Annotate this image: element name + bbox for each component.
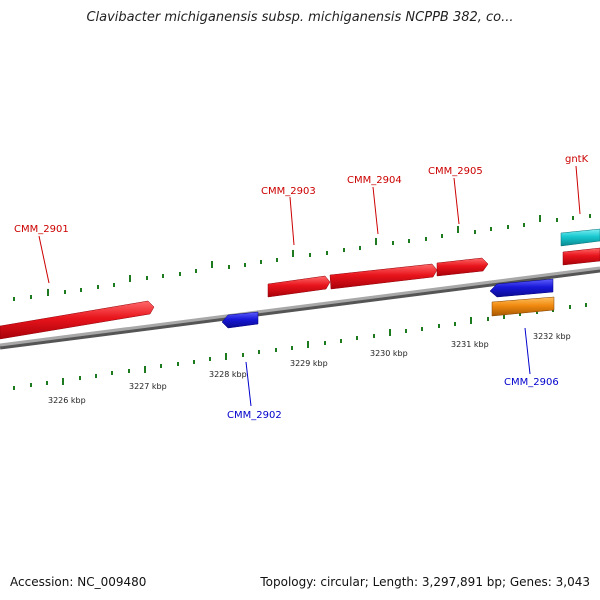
gene-feature-cmm2905[interactable] xyxy=(436,257,489,277)
gene-feature-orange[interactable] xyxy=(491,296,555,317)
gene-label-cmm2905[interactable]: CMM_2905 xyxy=(428,166,483,177)
scale-label-3230: 3230 kbp xyxy=(370,349,408,358)
gene-feature-cmm2904[interactable] xyxy=(329,263,438,290)
gene-feature-gntk[interactable] xyxy=(560,228,600,247)
genome-summary-text: Topology: circular; Length: 3,297,891 bp… xyxy=(260,575,590,589)
gene-label-cmm2902[interactable]: CMM_2902 xyxy=(227,410,282,421)
gene-label-cmm2903[interactable]: CMM_2903 xyxy=(261,186,316,197)
gene-feature-cmm2902[interactable] xyxy=(221,311,259,329)
leader-line-cmm2906 xyxy=(524,327,531,375)
leader-line-cmm2902 xyxy=(245,361,252,407)
reverse-tick-row xyxy=(13,303,587,390)
leader-line-cmm2903 xyxy=(289,196,295,246)
gene-label-cmm2906[interactable]: CMM_2906 xyxy=(504,377,559,388)
backbone xyxy=(0,266,600,347)
scale-label-3227: 3227 kbp xyxy=(129,382,167,391)
scale-label-3228: 3228 kbp xyxy=(209,370,247,379)
backbone-shadow xyxy=(0,267,600,350)
leader-line-cmm2905 xyxy=(453,177,460,225)
forward-tick-row xyxy=(13,214,591,301)
scale-label-3232: 3232 kbp xyxy=(533,332,571,341)
gene-label-cmm2904[interactable]: CMM_2904 xyxy=(347,175,402,186)
gene-label-cmm2901[interactable]: CMM_2901 xyxy=(14,224,69,235)
gene-feature-cmm2903[interactable] xyxy=(267,275,331,298)
leader-line-cmm2901 xyxy=(38,235,50,284)
leader-line-gntk xyxy=(575,165,581,215)
gene-feature-cmm2901[interactable] xyxy=(0,300,155,340)
gene-label-gntk[interactable]: gntK xyxy=(565,154,589,165)
leader-line-cmm2904 xyxy=(372,186,379,235)
scale-label-3231: 3231 kbp xyxy=(451,340,489,349)
gene-feature-gntk-red[interactable] xyxy=(562,247,600,266)
accession-text: Accession: NC_009480 xyxy=(10,575,147,589)
map-title: Clavibacter michiganensis subsp. michiga… xyxy=(86,10,514,25)
scale-label-3229: 3229 kbp xyxy=(290,359,328,368)
scale-label-3226: 3226 kbp xyxy=(48,396,86,405)
gene-feature-cmm2906[interactable] xyxy=(489,278,554,298)
